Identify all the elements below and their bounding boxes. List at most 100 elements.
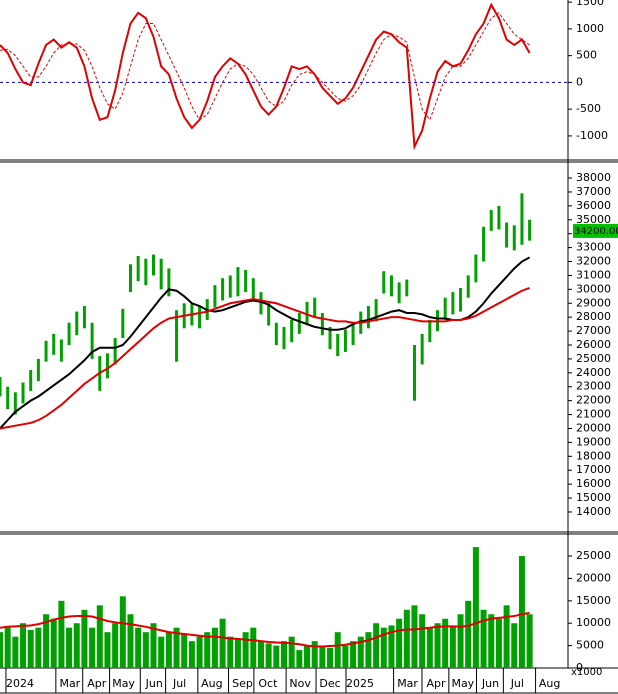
volume-bar [81, 609, 88, 668]
volume-bar [73, 623, 80, 668]
x-tick-label: Jun [481, 677, 499, 690]
x-tick-label: Dec [319, 677, 340, 690]
y-tick-label: 27000 [576, 324, 611, 337]
volume-bar [319, 645, 326, 668]
volume-bar [96, 605, 103, 668]
y-tick-label: 32000 [576, 255, 611, 268]
volume-bar [89, 627, 96, 668]
y-tick-label: 500 [576, 49, 597, 62]
volume-bar [311, 641, 318, 668]
volume-bar [472, 547, 479, 668]
y-tick-label: 38000 [576, 171, 611, 184]
x-tick-label: Jul [510, 677, 524, 690]
volume-bar [265, 643, 272, 668]
volume-bar [434, 623, 441, 668]
x-tick-label: Aug [201, 677, 222, 690]
last-price-box [573, 223, 618, 238]
y-tick-label: 16000 [576, 477, 611, 490]
x-tick-label: 2025 [346, 677, 374, 690]
volume-bar [158, 636, 165, 668]
x-tick-label: Mar [59, 677, 80, 690]
volume-bar [380, 627, 387, 668]
y-tick-label: 21000 [576, 408, 611, 421]
y-tick-label: 35000 [576, 213, 611, 226]
volume-bar [373, 623, 380, 668]
x-tick-label: Jun [145, 677, 163, 690]
volume-bar [342, 645, 349, 668]
volume-bar [12, 636, 19, 668]
volume-bar [196, 636, 203, 668]
volume-bar [350, 641, 357, 668]
x-tick-label: Apr [426, 677, 446, 690]
volume-bar [257, 641, 264, 668]
y-tick-label: 25000 [576, 549, 611, 562]
unit-label: x1000 [571, 667, 602, 678]
volume-bar [526, 614, 533, 668]
volume-bar [480, 609, 487, 668]
volume-bar [50, 618, 57, 668]
y-tick-label: 1000 [576, 22, 604, 35]
y-tick-label: 15000 [576, 491, 611, 504]
volume-bar [135, 627, 142, 668]
volume-bar [43, 614, 50, 668]
volume-bar [465, 600, 472, 668]
volume-bar [419, 614, 426, 668]
x-tick-label: Sep [232, 677, 253, 690]
y-tick-label: 10000 [576, 616, 611, 629]
volume-bar [449, 625, 456, 668]
volume-bar [334, 632, 341, 668]
y-tick-label: 25000 [576, 352, 611, 365]
line-series [0, 287, 530, 430]
volume-bar [104, 632, 111, 668]
volume-bar [204, 632, 211, 668]
volume-bar [442, 618, 449, 668]
volume-bar [150, 623, 157, 668]
x-tick-label: Jul [172, 677, 186, 690]
last-price-label: 34200.00 [574, 226, 618, 237]
volume-bar [488, 614, 495, 668]
volume-bar [403, 609, 410, 668]
volume-bar [518, 556, 525, 668]
volume-bar [396, 618, 403, 668]
y-tick-label: 1500 [576, 0, 604, 8]
line-series [0, 2, 531, 151]
y-tick-label: 15000 [576, 594, 611, 607]
volume-bar [4, 627, 11, 668]
x-tick-label: Mar [397, 677, 418, 690]
volume-bar [219, 618, 226, 668]
y-tick-label: 14000 [576, 505, 611, 518]
volume-bar [281, 641, 287, 668]
y-tick-label: 28000 [576, 310, 611, 323]
volume-bar [426, 627, 433, 668]
y-tick-label: 0 [576, 75, 583, 88]
volume-bar [511, 623, 518, 668]
volume-bar [173, 627, 180, 668]
y-tick-label: -1000 [576, 129, 608, 142]
y-tick-label: 22000 [576, 394, 611, 407]
volume-bar [242, 632, 249, 668]
volume-bar [495, 618, 502, 668]
volume-bar [365, 632, 372, 668]
y-tick-label: 5000 [576, 639, 604, 652]
volume-bar [357, 636, 364, 668]
volume-bar [181, 634, 188, 668]
y-tick-label: -500 [576, 102, 601, 115]
y-tick-label: 36000 [576, 199, 611, 212]
y-tick-label: 37000 [576, 185, 611, 198]
volume-bar [142, 632, 149, 668]
volume-bar [0, 632, 3, 668]
y-tick-label: 20000 [576, 421, 611, 434]
volume-bar [388, 625, 395, 668]
volume-bar [119, 596, 126, 668]
volume-bar [288, 636, 295, 668]
line-series [0, 12, 530, 121]
volume-bar [503, 605, 510, 668]
volume-bar [165, 632, 172, 668]
x-tick-label: Aug [539, 677, 560, 690]
x-tick-label: Apr [87, 677, 107, 690]
volume-bar [35, 627, 42, 668]
x-tick-label: Oct [258, 677, 278, 690]
line-series [0, 256, 531, 430]
volume-bar [304, 645, 311, 668]
